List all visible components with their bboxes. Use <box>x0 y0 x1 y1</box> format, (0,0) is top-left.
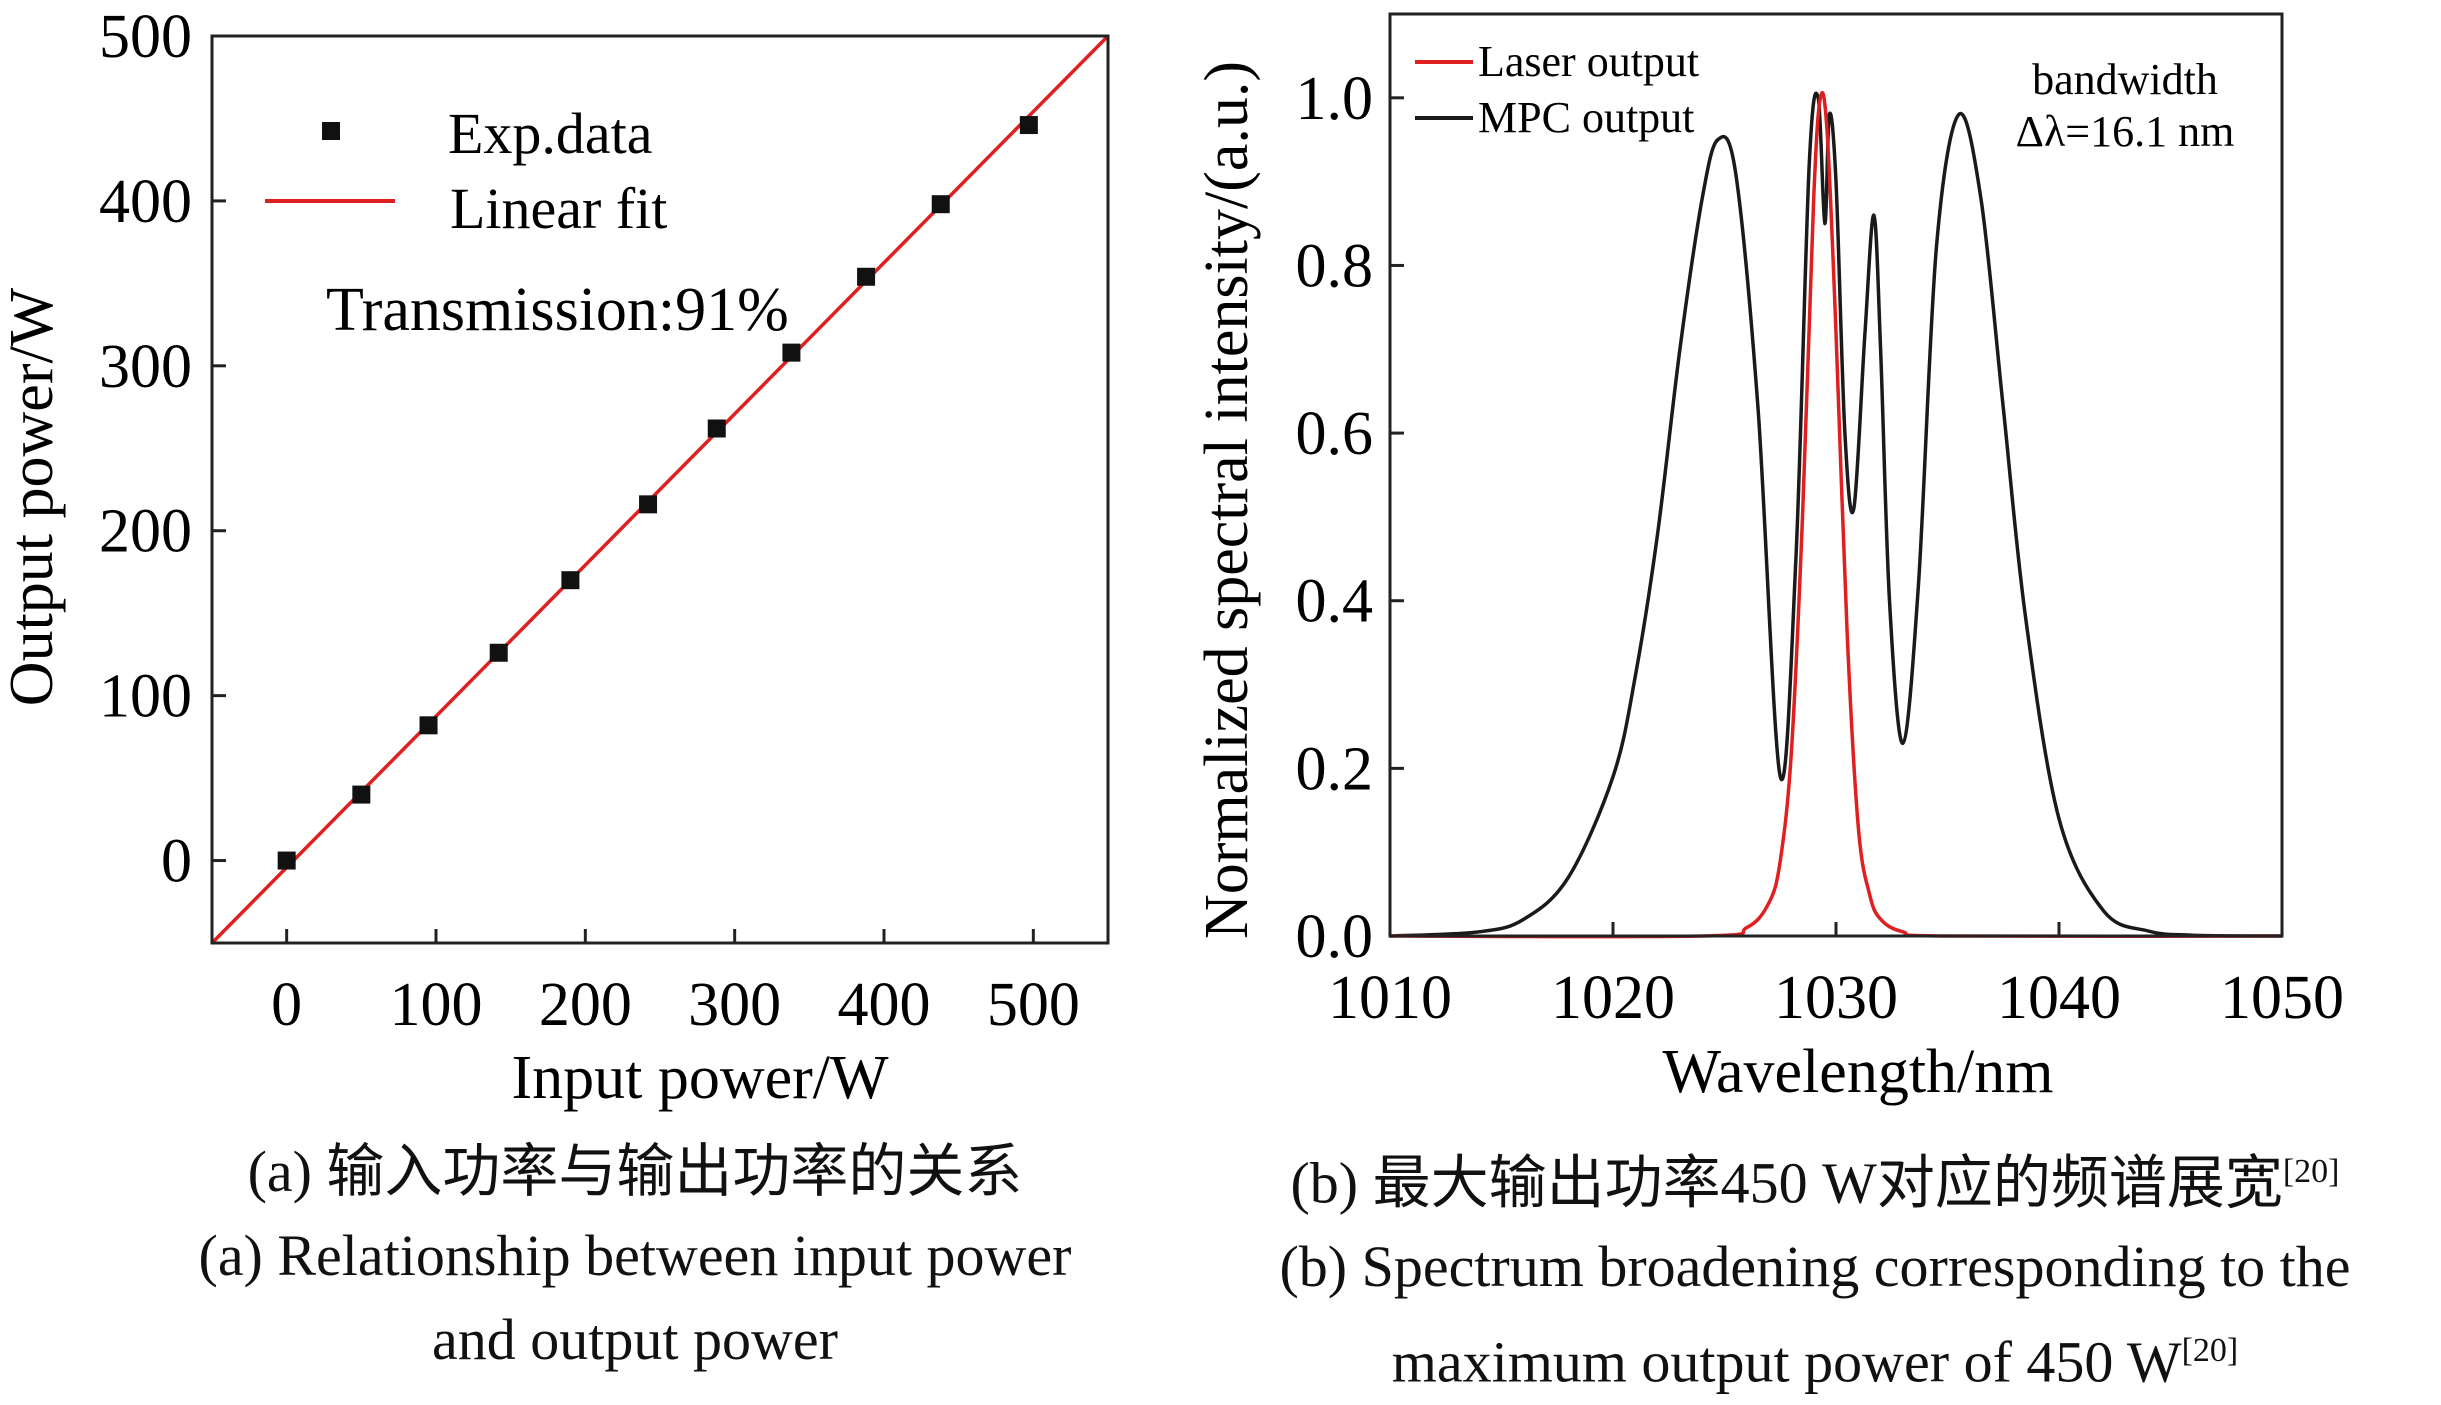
chart-b-frame <box>1388 12 2284 938</box>
chart-a-data-point <box>419 716 438 735</box>
chart-a-fit-segment <box>210 34 1110 945</box>
chart-a-data-point <box>1019 116 1038 135</box>
chart-a-data-point <box>277 851 296 870</box>
chart-a-y-tick-labels: 0 100 200 300 400 500 <box>99 3 192 896</box>
caption-b-cn-ref: [20] <box>2282 1153 2340 1190</box>
chart-a-x-tick-labels: 0 100 200 300 400 500 <box>271 971 1080 1039</box>
chart-a-x-label: Input power/W <box>511 1044 889 1112</box>
caption-a: (a) 输入功率与输出功率的关系 (a) Relationship betwee… <box>80 1130 1190 1382</box>
chart-b-y-tick-label: 0.4 <box>1296 568 1374 636</box>
chart-b-y-tick-label: 0.0 <box>1296 903 1374 971</box>
chart-a-data-point <box>561 571 580 590</box>
chart-b-annotation-line1: bandwidth <box>2032 55 2218 104</box>
chart-a-ticks <box>212 34 1035 943</box>
chart-b-legend-mpc-label: MPC output <box>1478 93 1694 142</box>
chart-a-data-point <box>931 195 950 214</box>
chart-a-data-point <box>857 267 876 286</box>
chart-a-data-point <box>352 785 371 804</box>
caption-a-en-1: (a) Relationship between input power <box>198 1223 1072 1288</box>
chart-b-y-tick-label: 0.2 <box>1296 735 1374 803</box>
chart-b-series-laser-line <box>1389 91 2283 939</box>
chart-a-points <box>277 116 1038 870</box>
chart-b-x-tick-label: 1050 <box>2220 964 2344 1032</box>
chart-a-y-label: Output power/W <box>0 287 66 706</box>
chart-a-x-tick-label: 200 <box>539 971 632 1039</box>
chart-a-data-point <box>489 643 508 662</box>
chart-b-y-tick-label: 0.8 <box>1296 232 1374 300</box>
chart-a-data-point <box>782 343 801 362</box>
chart-a-data-point <box>639 495 658 514</box>
chart-b-x-tick-label: 1020 <box>1551 964 1675 1032</box>
chart-a-y-tick-label: 400 <box>99 168 192 236</box>
chart-b-legend-laser-label: Laser output <box>1478 37 1699 86</box>
caption-a-cn: (a) 输入功率与输出功率的关系 <box>247 1139 1023 1204</box>
chart-a-legend-fit-label: Linear fit <box>450 176 667 241</box>
chart-a-y-tick-label: 500 <box>99 3 192 71</box>
chart-b-y-label: Normalized spectral intensity/(a.u.) <box>1193 61 1261 939</box>
chart-a-x-tick-label: 100 <box>390 971 483 1039</box>
chart-b-y-tick-labels: 0.0 0.2 0.4 0.6 0.8 1.0 <box>1296 65 1374 971</box>
chart-a-frame <box>210 34 1110 945</box>
chart-b-series-mpc-line <box>1389 91 2283 938</box>
chart-a-y-tick-label: 100 <box>99 663 192 731</box>
chart-a-x-tick-label: 500 <box>987 971 1080 1039</box>
chart-a-legend-marker <box>322 122 340 140</box>
chart-b-y-tick-label: 0.6 <box>1296 400 1374 468</box>
chart-b-x-tick-label: 1010 <box>1328 964 1452 1032</box>
caption-b-en-2: maximum output power of 450 W <box>1391 1329 2182 1395</box>
caption-b-cn: (b) 最大输出功率450 W对应的频谱展宽 <box>1290 1150 2283 1216</box>
chart-a-data-point <box>707 419 726 438</box>
chart-b-x-tick-labels: 1010 1020 1030 1040 1050 <box>1328 964 2344 1032</box>
chart-a-fit-line <box>210 34 1110 945</box>
chart-a-x-tick-label: 0 <box>271 971 302 1039</box>
chart-b-annotation-line2: Δλ=16.1 nm <box>2016 107 2235 156</box>
caption-b-en-2-line: maximum output power of 450 W[20] <box>1195 1309 2435 1404</box>
chart-b-y-tick-label: 1.0 <box>1296 65 1374 133</box>
chart-b-x-tick-label: 1040 <box>1997 964 2121 1032</box>
chart-a-x-tick-label: 300 <box>688 971 781 1039</box>
caption-b: (b) 最大输出功率450 W对应的频谱展宽[20] (b) Spectrum … <box>1195 1130 2435 1405</box>
caption-b-cn-line: (b) 最大输出功率450 W对应的频谱展宽[20] <box>1195 1130 2435 1225</box>
caption-b-en-1: (b) Spectrum broadening corresponding to… <box>1279 1234 2351 1300</box>
chart-a-x-tick-label: 400 <box>838 971 931 1039</box>
chart-a: 0 100 200 300 400 500 0 100 200 300 400 500 Input … <box>0 3 1110 1112</box>
caption-a-en-2: and output power <box>432 1307 838 1372</box>
chart-a-annotation: Transmission:91% <box>326 276 789 344</box>
chart-a-y-tick-label: 200 <box>99 498 192 566</box>
chart-a-y-tick-label: 0 <box>161 828 192 896</box>
chart-b: 1010 1020 1030 1040 1050 0.00.20.40.60.81.0 … <box>1193 12 2344 1106</box>
chart-b-x-label: Wavelength/nm <box>1662 1038 2053 1106</box>
chart-b-x-tick-label: 1030 <box>1774 964 1898 1032</box>
chart-a-legend-data-label: Exp.data <box>448 101 653 166</box>
chart-a-y-tick-label: 300 <box>99 333 192 401</box>
caption-b-en-ref: [20] <box>2181 1332 2239 1370</box>
